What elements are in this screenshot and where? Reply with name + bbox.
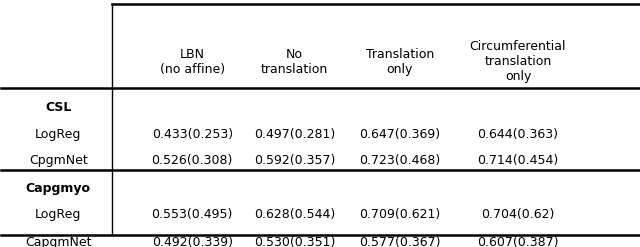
- Text: LBN
(no affine): LBN (no affine): [160, 47, 225, 76]
- Text: LogReg: LogReg: [35, 208, 81, 221]
- Text: CapgmNet: CapgmNet: [25, 236, 92, 247]
- Text: 0.628(0.544): 0.628(0.544): [254, 208, 335, 221]
- Text: 0.553(0.495): 0.553(0.495): [152, 208, 233, 221]
- Text: 0.577(0.367): 0.577(0.367): [359, 236, 440, 247]
- Text: No
translation: No translation: [261, 47, 328, 76]
- Text: LogReg: LogReg: [35, 128, 81, 141]
- Text: 0.433(0.253): 0.433(0.253): [152, 128, 233, 141]
- Text: 0.723(0.468): 0.723(0.468): [359, 154, 440, 167]
- Text: Translation
only: Translation only: [365, 47, 434, 76]
- Text: 0.714(0.454): 0.714(0.454): [477, 154, 559, 167]
- Text: 0.644(0.363): 0.644(0.363): [477, 128, 559, 141]
- Text: CpgmNet: CpgmNet: [29, 154, 88, 167]
- Text: 0.709(0.621): 0.709(0.621): [359, 208, 440, 221]
- Text: CSL: CSL: [45, 101, 71, 114]
- Text: 0.592(0.357): 0.592(0.357): [254, 154, 335, 167]
- Text: 0.607(0.387): 0.607(0.387): [477, 236, 559, 247]
- Text: Capgmyo: Capgmyo: [26, 182, 91, 195]
- Text: 0.530(0.351): 0.530(0.351): [254, 236, 335, 247]
- Text: 0.647(0.369): 0.647(0.369): [359, 128, 440, 141]
- Text: 0.704(0.62): 0.704(0.62): [481, 208, 555, 221]
- Text: Circumferential
translation
only: Circumferential translation only: [470, 40, 566, 83]
- Text: 0.497(0.281): 0.497(0.281): [254, 128, 335, 141]
- Text: 0.526(0.308): 0.526(0.308): [152, 154, 233, 167]
- Text: 0.492(0.339): 0.492(0.339): [152, 236, 233, 247]
